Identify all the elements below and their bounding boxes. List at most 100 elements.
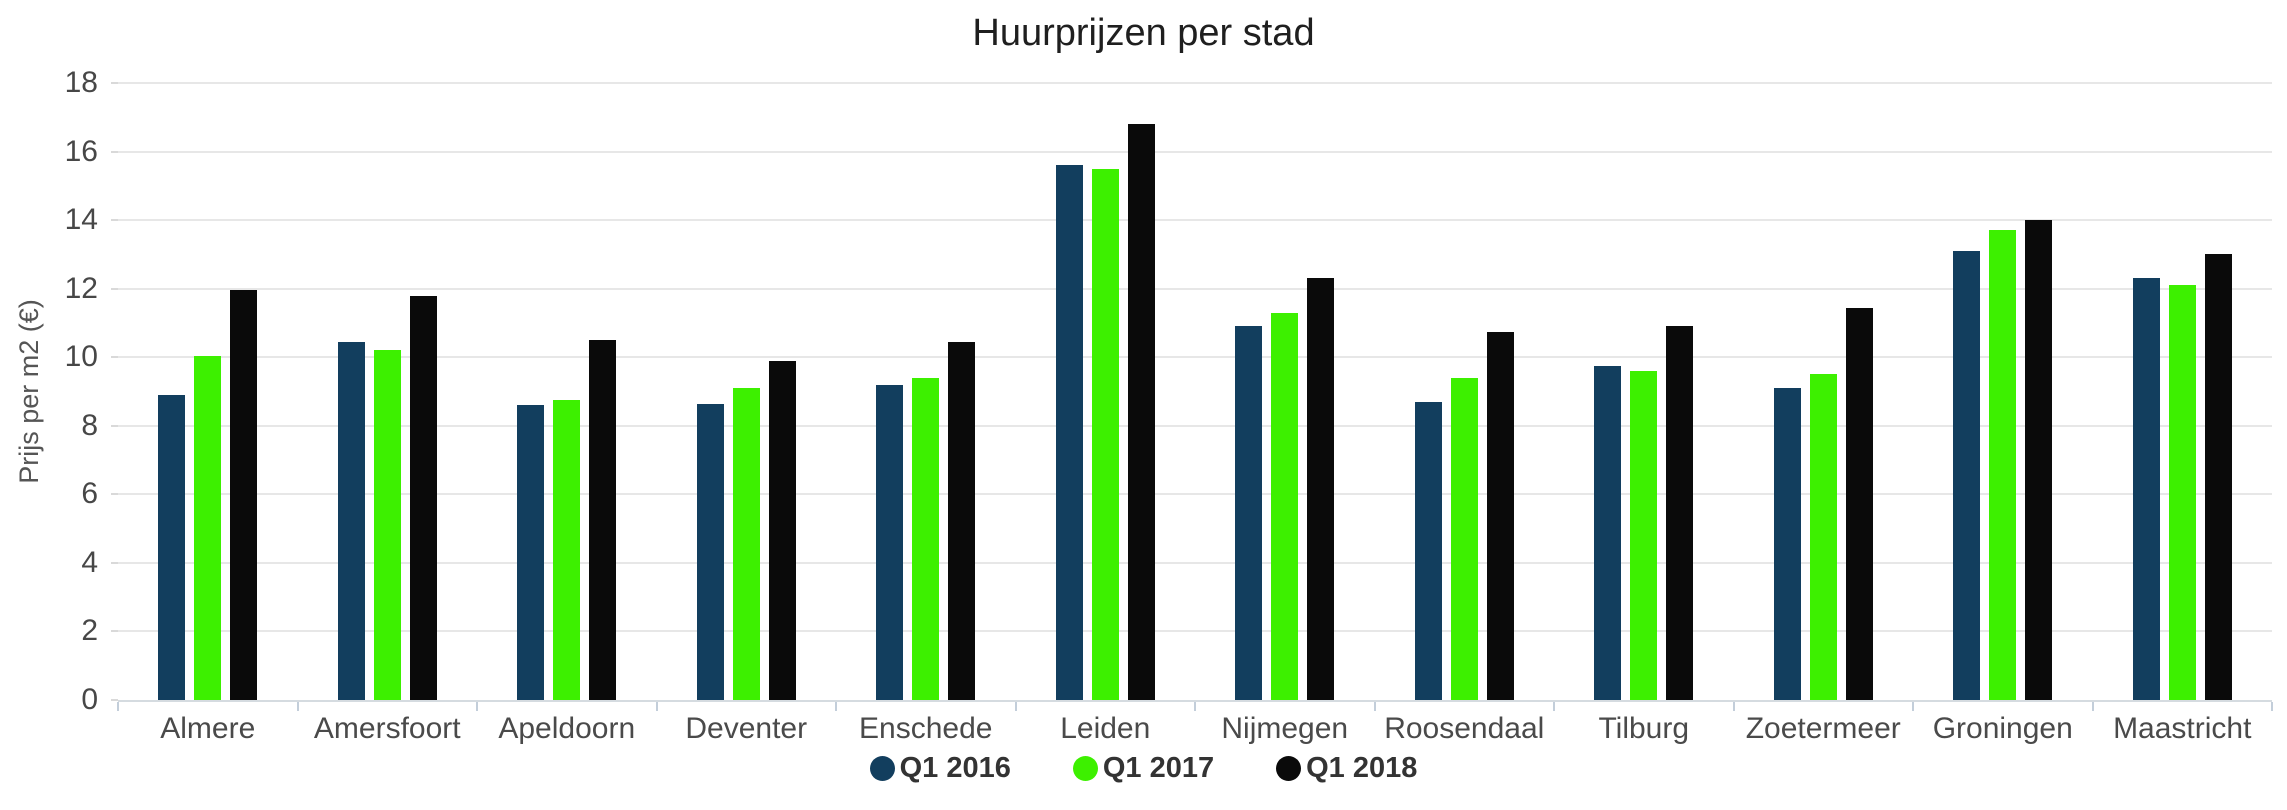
- bar-q1-2018-zoetermeer[interactable]: [1845, 307, 1873, 700]
- x-axis-labels: Almere Amersfoort Apeldoorn Deventer Ensched…: [118, 712, 2272, 746]
- bar-q1-2017-tilburg[interactable]: [1630, 370, 1658, 700]
- bar-q1-2018-roosendaal[interactable]: [1486, 331, 1514, 700]
- bar-group-amersfoort: [298, 83, 478, 700]
- y-axis-tick: [111, 82, 118, 84]
- x-label-tilburg: Tilburg: [1598, 712, 1690, 745]
- x-label-maastricht: Maastricht: [2113, 712, 2252, 745]
- gridline-y-10: [118, 356, 2272, 359]
- bar-q1-2017-enschede[interactable]: [912, 377, 940, 700]
- bar-group-maastricht: [2093, 83, 2273, 700]
- bar-q1-2017-zoetermeer[interactable]: [1809, 374, 1837, 700]
- bar-q1-2017-roosendaal[interactable]: [1450, 377, 1478, 700]
- y-tick-label-14: 14: [64, 203, 98, 237]
- x-axis-tick: [1194, 702, 1196, 711]
- gridline-y-8: [118, 424, 2272, 427]
- x-axis-tick: [2271, 702, 2273, 711]
- bar-q1-2017-maastricht[interactable]: [2168, 285, 2196, 700]
- bar-q1-2018-groningen[interactable]: [2025, 220, 2053, 700]
- bar-q1-2016-amersfoort[interactable]: [337, 341, 365, 700]
- y-axis-tick: [111, 424, 118, 427]
- bar-q1-2017-apeldoorn[interactable]: [553, 400, 581, 700]
- gridline-y-2: [118, 630, 2272, 633]
- bar-group-enschede: [836, 83, 1016, 700]
- plot-area: [111, 82, 2273, 711]
- bar-q1-2016-apeldoorn[interactable]: [517, 405, 545, 700]
- bar-q1-2016-deventer[interactable]: [696, 403, 724, 700]
- gridline-y-4: [118, 561, 2272, 564]
- bar-q1-2018-nijmegen[interactable]: [1307, 278, 1335, 700]
- y-axis-tick: [111, 493, 118, 496]
- gridline-y-12: [118, 287, 2272, 290]
- gridline-y-6: [118, 493, 2272, 496]
- gridline-y-18: [118, 82, 2272, 84]
- x-label-groningen: Groningen: [1932, 712, 2073, 745]
- bar-q1-2016-leiden[interactable]: [1055, 165, 1083, 700]
- gridline-y-16: [118, 150, 2272, 153]
- bar-q1-2016-groningen[interactable]: [1953, 250, 1981, 700]
- x-axis-tick: [117, 702, 119, 711]
- bar-q1-2017-almere[interactable]: [194, 355, 222, 700]
- bar-q1-2016-maastricht[interactable]: [2132, 278, 2160, 700]
- x-label-deventer: Deventer: [685, 712, 808, 745]
- bar-q1-2016-almere[interactable]: [158, 394, 186, 700]
- y-tick-label-10: 10: [64, 340, 98, 374]
- bar-q1-2017-amersfoort[interactable]: [373, 350, 401, 700]
- legend-item-q1-2018[interactable]: Q1 2018: [1276, 752, 1417, 785]
- bar-q1-2018-deventer[interactable]: [768, 360, 796, 700]
- y-axis-tick: [111, 561, 118, 564]
- x-label-zoetermeer: Zoetermeer: [1745, 712, 1901, 745]
- y-tick-label-6: 6: [81, 477, 98, 511]
- y-tick-label-0: 0: [81, 683, 98, 716]
- y-axis-tick: [111, 219, 118, 222]
- x-axis-tick: [655, 702, 658, 711]
- bar-q1-2017-groningen[interactable]: [1989, 230, 2017, 700]
- y-tick-label-2: 2: [81, 614, 98, 648]
- bar-q1-2018-tilburg[interactable]: [1666, 326, 1694, 700]
- x-axis-tick: [1373, 702, 1376, 711]
- bar-q1-2016-nijmegen[interactable]: [1235, 326, 1263, 700]
- legend-marker-icon: [1072, 756, 1098, 781]
- gridline-y-14: [118, 219, 2272, 222]
- legend-marker-icon: [869, 756, 895, 781]
- bar-q1-2016-enschede[interactable]: [876, 384, 904, 700]
- bar-q1-2018-apeldoorn[interactable]: [589, 340, 617, 700]
- legend-marker-icon: [1276, 756, 1302, 781]
- bar-q1-2018-amersfoort[interactable]: [409, 295, 437, 700]
- bar-group-almere: [118, 83, 298, 700]
- y-axis-title: Prijs per m2 (€): [14, 299, 44, 484]
- bar-q1-2018-maastricht[interactable]: [2204, 254, 2232, 700]
- x-axis-tick: [1553, 702, 1555, 711]
- x-label-apeldoorn: Apeldoorn: [498, 712, 636, 745]
- x-axis-tick: [1014, 702, 1017, 711]
- y-axis-tick: [111, 630, 118, 633]
- bar-group-apeldoorn: [477, 83, 657, 700]
- y-tick-label-8: 8: [81, 408, 98, 442]
- y-tick-label-18: 18: [64, 66, 98, 99]
- chart-title: Huurprijzen per stad: [972, 12, 1315, 54]
- bar-group-groningen: [1913, 83, 2093, 700]
- bar-q1-2018-almere[interactable]: [230, 290, 258, 700]
- bar-q1-2018-enschede[interactable]: [948, 341, 976, 700]
- x-label-enschede: Enschede: [859, 712, 993, 745]
- bar-q1-2016-tilburg[interactable]: [1594, 365, 1622, 700]
- bar-group-zoetermeer: [1734, 83, 1914, 700]
- bar-q1-2018-leiden[interactable]: [1127, 124, 1155, 700]
- bar-group-leiden: [1016, 83, 1196, 700]
- legend-item-q1-2017[interactable]: Q1 2017: [1072, 752, 1215, 785]
- legend-label: Q1 2017: [1102, 752, 1215, 784]
- y-axis-tick: [111, 356, 118, 359]
- bar-q1-2016-zoetermeer[interactable]: [1773, 388, 1801, 700]
- x-label-leiden: Leiden: [1060, 712, 1151, 745]
- bar-q1-2017-leiden[interactable]: [1091, 168, 1119, 700]
- bar-q1-2017-nijmegen[interactable]: [1271, 312, 1299, 700]
- x-axis-tick: [835, 702, 837, 711]
- x-label-almere: Almere: [160, 712, 256, 745]
- bar-q1-2016-roosendaal[interactable]: [1414, 401, 1442, 700]
- x-label-nijmegen: Nijmegen: [1221, 712, 1349, 745]
- bar-group-roosendaal: [1375, 83, 1555, 700]
- x-label-amersfoort: Amersfoort: [313, 712, 461, 745]
- bar-q1-2017-deventer[interactable]: [732, 388, 760, 700]
- legend-item-q1-2016[interactable]: Q1 2016: [869, 752, 1011, 785]
- y-axis-tick: [111, 150, 118, 153]
